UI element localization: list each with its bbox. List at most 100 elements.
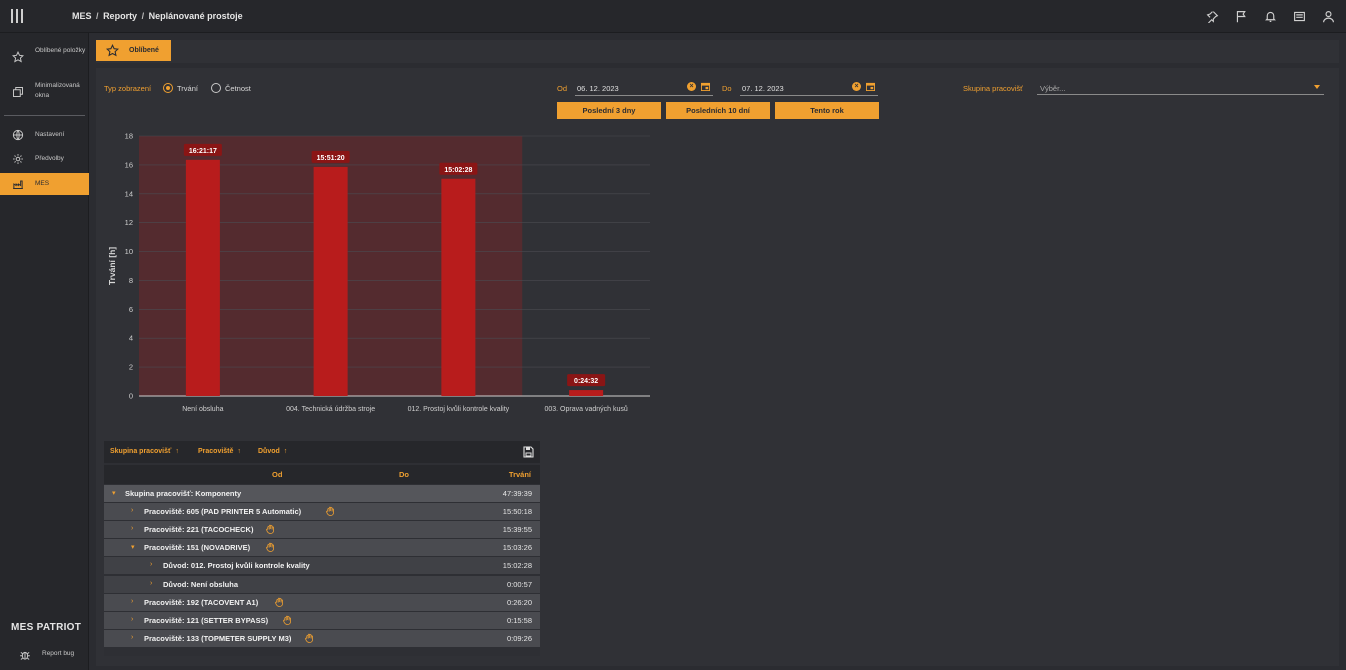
group-chip-reason[interactable]: Důvod ↑ (258, 448, 287, 455)
y-tick-label: 12 (125, 218, 133, 227)
this-year-button[interactable]: Tento rok (775, 102, 879, 119)
data-label-box (311, 150, 350, 163)
export-icon[interactable] (523, 446, 534, 458)
workgroup-select[interactable]: Výběr... (1037, 79, 1324, 95)
sidebar-item-label: Minimalizovaná okna (35, 82, 80, 99)
calendar-icon[interactable] (701, 82, 710, 91)
date-from-field[interactable]: 06. 12. 2023 × (575, 79, 713, 96)
column-header-from[interactable]: Od (272, 470, 283, 479)
grid-row-duration: 47:39:39 (502, 489, 532, 498)
sidebar-item-mes[interactable]: MES (0, 173, 89, 195)
chevron-down-icon[interactable]: ▾ (112, 490, 116, 497)
chevron-right-icon[interactable]: › (131, 633, 134, 641)
grid-row-label: Pracoviště: 121 (SETTER BYPASS) (144, 615, 269, 625)
y-tick-label: 16 (125, 160, 133, 169)
column-header-to[interactable]: Do (399, 470, 409, 479)
data-label-box (567, 374, 606, 387)
date-to-field[interactable]: 07. 12. 2023 × (740, 79, 878, 96)
chart-bar (441, 178, 476, 396)
radio-duration[interactable]: Trvání (163, 83, 198, 93)
bell-icon[interactable] (1262, 8, 1278, 24)
grid-group-row[interactable]: ▾ Skupina pracovišť: Komponenty 47:39:39 (104, 485, 540, 502)
sidebar-item-favorites[interactable]: Oblíbené položky (0, 43, 89, 69)
group-chip-label: Pracoviště (198, 448, 234, 455)
last-10-days-button[interactable]: Posledních 10 dní (666, 102, 770, 119)
hand-icon[interactable] (283, 615, 292, 625)
report-bug-button[interactable]: Report bug (0, 645, 89, 663)
hand-icon[interactable] (266, 542, 275, 553)
chevron-right-icon[interactable]: › (131, 525, 134, 533)
chevron-right-icon[interactable]: › (131, 597, 134, 605)
grid-group-row[interactable]: › Pracoviště: 133 (TOPMETER SUPPLY M3) 0:0… (104, 629, 540, 647)
flag-icon[interactable] (1233, 8, 1249, 24)
hand-icon[interactable] (304, 633, 314, 643)
column-header-duration[interactable]: Trvání (508, 470, 531, 479)
breadcrumb-separator: / (96, 11, 99, 21)
grid-group-row[interactable]: › Pracoviště: 605 (PAD PRINTER 5 Automati… (104, 503, 540, 521)
chevron-down-icon[interactable] (1314, 85, 1320, 89)
sidebar: Oblíbené položky Minimalizovaná okna Nas… (0, 33, 89, 670)
pin-icon[interactable] (1204, 8, 1220, 24)
y-tick-label: 2 (129, 363, 133, 372)
chevron-right-icon[interactable]: › (150, 561, 153, 569)
grid-group-row[interactable]: › Pracoviště: 192 (TACOVENT A1) 0:26:20 (104, 593, 540, 611)
sidebar-item-preferences[interactable]: Předvolby (0, 149, 89, 169)
star-icon (106, 44, 119, 57)
user-icon[interactable] (1320, 8, 1336, 24)
sort-asc-icon[interactable]: ↑ (283, 448, 288, 455)
y-tick-label: 0 (129, 392, 133, 401)
grid-row-duration: 15:50:18 (502, 507, 532, 517)
chevron-down-icon[interactable]: ▾ (131, 544, 135, 552)
grid-row-label: Pracoviště: 151 (NOVADRIVE) (144, 543, 251, 553)
sidebar-item-minimized-windows[interactable]: Minimalizovaná okna (0, 78, 89, 104)
favorites-tab[interactable]: Oblíbené (96, 40, 171, 61)
chevron-right-icon[interactable]: › (131, 507, 134, 515)
clear-icon[interactable]: × (852, 82, 861, 91)
display-type-label: Typ zobrazení (104, 84, 152, 93)
group-chip-workplace[interactable]: Pracoviště ↑ (198, 448, 241, 455)
grid-group-row[interactable]: ▾ Pracoviště: 151 (NOVADRIVE) 15:03:26 (104, 539, 540, 557)
data-label: 15:51:20 (317, 155, 345, 162)
clear-icon[interactable]: × (687, 82, 696, 91)
hand-icon[interactable] (274, 597, 284, 607)
grid-row-label: Pracoviště: 605 (PAD PRINTER 5 Automatic… (144, 507, 302, 517)
y-tick-label: 10 (125, 247, 133, 256)
breadcrumb-app[interactable]: MES (72, 11, 92, 21)
chevron-right-icon[interactable]: › (131, 615, 134, 623)
sort-asc-icon[interactable]: ↑ (237, 448, 241, 455)
radio-duration-circle[interactable] (163, 83, 173, 93)
y-tick-label: 6 (129, 305, 133, 314)
breadcrumb-section[interactable]: Reporty (103, 11, 138, 21)
sort-asc-icon[interactable]: ↑ (175, 448, 179, 455)
radio-frequency-circle[interactable] (211, 83, 221, 93)
hand-icon[interactable] (326, 506, 335, 516)
y-tick-label: 14 (125, 189, 133, 198)
data-label-box (183, 143, 222, 156)
y-tick-label: 18 (125, 132, 133, 141)
menu-icon[interactable] (11, 9, 25, 23)
grid-group-row[interactable]: › Pracoviště: 121 (SETTER BYPASS) 0:15:58 (104, 611, 540, 629)
hand-icon[interactable] (266, 524, 275, 535)
group-chip-label: Důvod (258, 448, 280, 455)
date-from-label: Od (557, 84, 568, 93)
news-icon[interactable] (1291, 8, 1307, 24)
x-category-label: 012. Prostoj kvůli kontrole kvality (408, 405, 510, 413)
sidebar-item-settings[interactable]: Nastavení (0, 125, 89, 145)
grid-group-row[interactable]: › Důvod: 012. Prostoj kvůli kontrole kval… (104, 557, 540, 575)
y-tick-label: 4 (129, 334, 133, 343)
calendar-icon[interactable] (866, 82, 875, 91)
grid-group-row[interactable]: › Pracoviště: 221 (TACOCHECK) 15:39:55 (104, 521, 540, 539)
grid-group-row[interactable]: › Důvod: Není obsluha 0:00:57 (104, 575, 540, 593)
x-category-label: 004. Technická údržba stroje (286, 406, 375, 413)
last-3-days-button[interactable]: Poslední 3 dny (557, 102, 661, 119)
chart-bar (569, 390, 604, 396)
radio-frequency[interactable]: Četnost (211, 83, 251, 93)
grid-row-label: Důvod: Není obsluha (163, 579, 238, 589)
group-chip-workgroup[interactable]: Skupina pracovišť ↑ (110, 448, 179, 455)
chevron-right-icon[interactable]: › (150, 579, 153, 587)
grid-row-duration: 0:15:58 (506, 615, 532, 625)
sidebar-item-label: Nastavení (35, 131, 65, 138)
grid-row-duration: 0:09:26 (506, 633, 532, 643)
star-icon (11, 50, 24, 63)
data-label: 0:24:32 (574, 378, 598, 385)
